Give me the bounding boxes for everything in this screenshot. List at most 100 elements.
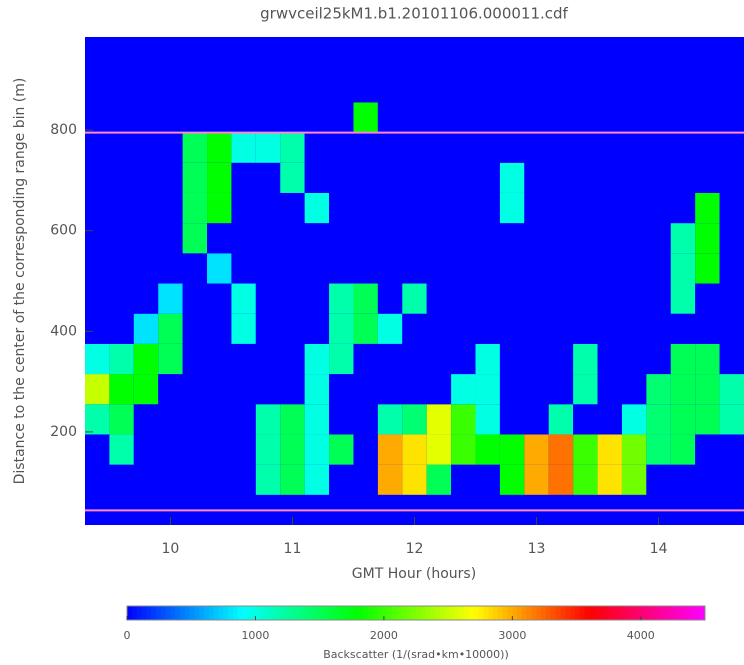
colorbar-segment xyxy=(131,606,138,620)
heatmap-cell xyxy=(231,223,256,254)
colorbar-segment xyxy=(276,606,282,620)
heatmap-cell xyxy=(597,313,622,344)
colorbar-segment xyxy=(574,606,581,620)
heatmap-cell xyxy=(426,404,452,435)
heatmap-cell xyxy=(695,72,720,103)
heatmap-cell xyxy=(158,434,183,465)
heatmap-cell xyxy=(451,192,476,224)
heatmap-cell xyxy=(719,42,744,73)
colorbar-segment xyxy=(406,606,412,620)
heatmap-cell xyxy=(109,374,134,405)
heatmap-cell xyxy=(329,283,354,314)
heatmap-cell xyxy=(158,192,183,224)
heatmap-cell xyxy=(499,283,525,314)
colorbar-segment xyxy=(314,606,321,620)
heatmap-cell xyxy=(109,313,134,344)
heatmap-cell xyxy=(133,464,159,495)
heatmap-cell xyxy=(377,343,403,375)
heatmap-cell xyxy=(426,283,452,314)
colorbar-segment xyxy=(247,606,253,620)
colorbar-tick-label: 2000 xyxy=(370,629,398,642)
heatmap-cell xyxy=(670,162,696,193)
colorbar-segment xyxy=(285,606,292,620)
heatmap-cell xyxy=(109,464,134,495)
heatmap-cell xyxy=(158,343,183,375)
colorbar-segment xyxy=(695,606,701,620)
heatmap-cell xyxy=(158,162,183,193)
heatmap-cell xyxy=(597,42,622,73)
heatmap-cell xyxy=(255,102,281,133)
colorbar-segment xyxy=(165,606,171,620)
colorbar-label: Backscatter (1/(srad•km•10000)) xyxy=(323,648,509,661)
colorbar-segment xyxy=(396,606,403,620)
heatmap-cell xyxy=(719,404,744,435)
heatmap-cell xyxy=(207,132,232,163)
heatmap-cell xyxy=(280,404,305,435)
heatmap-cell xyxy=(158,464,183,495)
colorbar-segment xyxy=(512,606,518,620)
colorbar-segment xyxy=(546,606,552,620)
heatmap-cell xyxy=(597,434,622,465)
heatmap-cell xyxy=(133,313,159,344)
colorbar-segment xyxy=(589,606,595,620)
heatmap-cell xyxy=(85,72,110,103)
colorbar-segment xyxy=(565,606,571,620)
heatmap-cell xyxy=(231,42,256,73)
heatmap-cell xyxy=(133,162,159,193)
heatmap-cell xyxy=(573,223,598,254)
heatmap-cell xyxy=(377,374,403,405)
colorbar-segment xyxy=(363,606,369,620)
colorbar-segment xyxy=(290,606,297,620)
heatmap-cell xyxy=(182,42,208,73)
heatmap-cell xyxy=(646,374,671,405)
heatmap-cell xyxy=(499,343,525,375)
heatmap-cell xyxy=(695,283,720,314)
colorbar-segment xyxy=(382,606,388,620)
heatmap-cell xyxy=(377,192,403,224)
heatmap-cell xyxy=(573,343,598,375)
x-tick-label: 12 xyxy=(406,541,424,557)
heatmap-cell xyxy=(695,434,720,465)
heatmap-cell xyxy=(475,404,500,435)
heatmap-cell xyxy=(85,162,110,193)
heatmap-cell xyxy=(133,42,159,73)
heatmap-cell xyxy=(207,162,232,193)
heatmap-cell xyxy=(499,374,525,405)
colorbar-segment xyxy=(468,606,475,620)
heatmap-cell xyxy=(377,464,403,495)
heatmap-cell xyxy=(304,223,330,254)
colorbar-segment xyxy=(579,606,586,620)
heatmap-cell xyxy=(158,223,183,254)
heatmap-cell xyxy=(109,102,134,133)
heatmap-cell xyxy=(255,374,281,405)
heatmap-cell xyxy=(280,434,305,465)
heatmap-cell xyxy=(304,162,330,193)
colorbar-segment xyxy=(252,606,258,620)
heatmap-cell xyxy=(646,253,671,284)
heatmap-cell xyxy=(499,162,525,193)
colorbar-segment xyxy=(541,606,547,620)
heatmap-cell xyxy=(548,283,574,314)
heatmap-cell xyxy=(451,283,476,314)
heatmap-cell xyxy=(573,72,598,103)
colorbar-segment xyxy=(353,606,359,620)
heatmap-cell xyxy=(182,374,208,405)
heatmap-cell xyxy=(231,253,256,284)
colorbar-segment xyxy=(387,606,393,620)
heatmap-cell xyxy=(304,343,330,375)
heatmap-cell xyxy=(231,404,256,435)
x-tick-label: 11 xyxy=(284,541,302,557)
heatmap-cell xyxy=(719,192,744,224)
heatmap-cell xyxy=(133,253,159,284)
heatmap-cell xyxy=(85,132,110,163)
colorbar-segment xyxy=(483,606,489,620)
heatmap-cell xyxy=(85,102,110,133)
y-tick-label: 200 xyxy=(50,424,77,440)
colorbar-segment xyxy=(435,606,441,620)
colorbar-segment xyxy=(488,606,494,620)
heatmap-cell xyxy=(524,343,549,375)
heatmap-cell xyxy=(548,72,574,103)
heatmap-cell xyxy=(499,223,525,254)
heatmap-cell xyxy=(695,343,720,375)
